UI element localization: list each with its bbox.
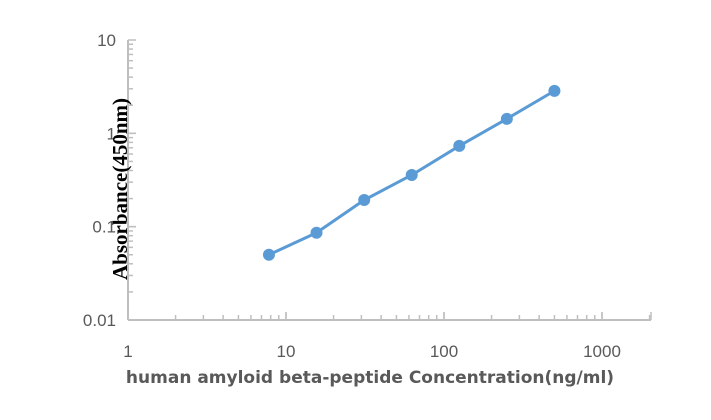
data-point-marker: [453, 139, 466, 152]
x-tick-label: 1: [123, 342, 132, 361]
data-point-marker: [548, 84, 561, 97]
x-tick-label: 100: [430, 342, 458, 361]
x-tick-label: 10: [277, 342, 296, 361]
y-tick-label: 0.1: [92, 218, 116, 237]
data-point-marker: [310, 226, 323, 239]
x-tick-label: 1000: [583, 342, 621, 361]
data-point-marker: [262, 248, 275, 261]
labels: human amyloid beta-peptide Concentration…: [108, 98, 614, 388]
y-tick-label: 1: [107, 124, 116, 143]
y-axis-title: Absorbance(450nm): [108, 98, 132, 280]
data-point-marker: [405, 168, 418, 181]
data-point-marker: [358, 194, 371, 207]
y-tick-label: 0.01: [83, 311, 116, 330]
axes: 10 1 0.1 0.01 1 10 100 1000: [83, 31, 652, 361]
series-layer: [262, 84, 561, 261]
y-tick-label: 10: [97, 31, 116, 50]
x-axis-title: human amyloid beta-peptide Concentration…: [126, 368, 614, 388]
data-point-marker: [500, 112, 513, 125]
